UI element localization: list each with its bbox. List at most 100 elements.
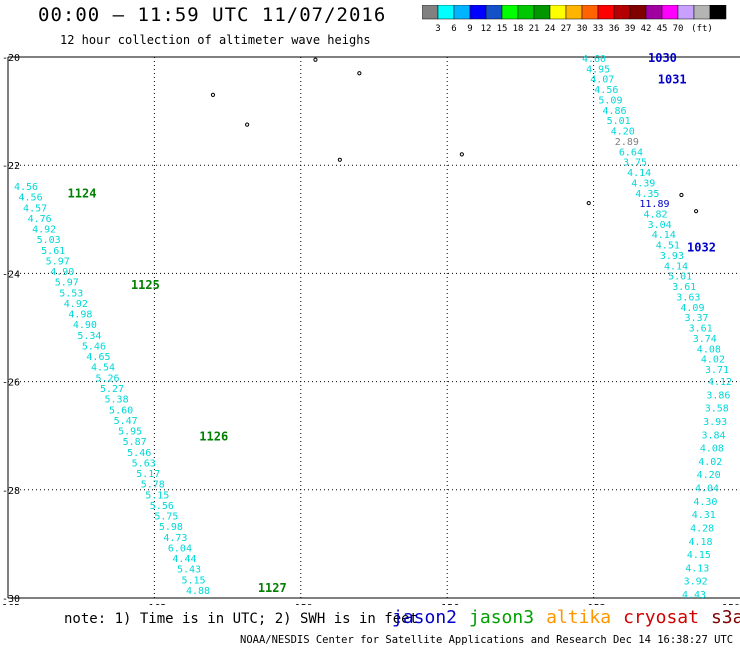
island-shape [586, 200, 591, 206]
swh-value-label: 11.89 [639, 199, 669, 210]
swh-value-label: 5.97 [55, 278, 79, 289]
swh-value-label: 3.74 [693, 334, 717, 345]
swh-value-label: 4.86 [603, 106, 627, 117]
legend-item-jason2: jason2 [392, 607, 458, 628]
swh-value-label: 4.56 [19, 193, 43, 204]
latitude-tick-label: -22 [2, 161, 20, 172]
swh-value-label: 5.97 [46, 256, 70, 267]
swh-value-label: 4.07 [590, 75, 614, 86]
swh-value-label: 5.26 [95, 373, 119, 384]
swh-value-label: 5.60 [109, 405, 133, 416]
island-shape [679, 192, 684, 198]
swh-value-label: 5.87 [123, 437, 147, 448]
color-scale-label: 33 [593, 24, 604, 34]
color-scale-label: 42 [641, 24, 652, 34]
pass-id-label: 1124 [68, 186, 97, 200]
swh-value-label: 5.01 [607, 116, 631, 127]
color-scale-label: 15 [497, 24, 508, 34]
swh-value-label: 3.86 [706, 390, 730, 401]
swh-value-label: 2.89 [615, 137, 639, 148]
swh-value-label: 3.93 [703, 417, 727, 428]
swh-value-label: 5.61 [41, 246, 65, 257]
altimeter-map: -165 -162 -159 -156 -153 -150 -20 -22 -24 -26 -28 -… [0, 51, 740, 605]
swh-value-label: 4.39 [631, 178, 655, 189]
color-scale-label: 18 [513, 24, 524, 34]
color-scale-label: 9 [467, 24, 472, 34]
swh-value-label: 4.43 [682, 590, 706, 601]
swh-value-label: 5.17 [136, 469, 160, 480]
swh-value-label: 5.56 [150, 501, 174, 512]
swh-value-label: 4.98 [68, 310, 92, 321]
pass-id-label: 1031 [658, 73, 687, 87]
swh-value-label: 4.09 [680, 303, 704, 314]
swh-value-label: 5.09 [598, 95, 622, 106]
swh-value-label: 5.47 [114, 416, 138, 427]
swh-value-label: 5.53 [59, 288, 83, 299]
swh-value-label: 3.71 [705, 365, 729, 376]
legend-item-s3a: s3a [710, 607, 740, 628]
color-scale-label: 27 [561, 24, 572, 34]
swh-value-label: 3.92 [684, 577, 708, 588]
swh-value-label: 3.61 [689, 324, 713, 335]
swh-value-label: 4.30 [693, 497, 717, 508]
longitude-tick-label: -153 [582, 603, 606, 605]
swh-value-label: 5.63 [132, 458, 156, 469]
swh-value-label: 4.54 [91, 363, 115, 374]
longitude-tick-label: -165 [0, 603, 20, 605]
swh-value-label: 4.82 [644, 210, 668, 221]
longitude-tick-label: -150 [716, 603, 740, 605]
swh-value-label: 4.76 [28, 214, 52, 225]
swh-value-label: 4.56 [14, 182, 38, 193]
swh-value-label: 5.15 [181, 575, 205, 586]
credit-line: NOAA/NESDIS Center for Satellite Applica… [240, 634, 740, 646]
color-scale-label: 45 [657, 24, 668, 34]
color-scale-label: (ft) [691, 24, 713, 34]
swh-value-label: 4.12 [708, 377, 732, 388]
swh-value-label: 4.20 [697, 470, 721, 481]
latitude-tick-label: -24 [2, 269, 20, 280]
latitude-tick-label: -20 [2, 53, 20, 64]
swh-value-label: 6.04 [168, 543, 192, 554]
swh-value-label: 4.65 [86, 352, 110, 363]
mission-legend: jason2 jason3 altika cryosat s3a [392, 607, 740, 628]
island-shape [459, 152, 464, 157]
color-scale-label: 21 [529, 24, 540, 34]
swh-value-label: 4.35 [635, 189, 659, 200]
latitude-tick-label: -28 [2, 486, 20, 497]
color-scale-label: 6 [451, 24, 456, 34]
longitude-tick-label: -159 [289, 603, 313, 605]
longitude-tick-label: -162 [142, 603, 166, 605]
page-title: 00:00 – 11:59 UTC 11/07/2016 [38, 4, 387, 26]
swh-value-label: 4.14 [652, 230, 676, 241]
swh-value-label: 4.02 [701, 355, 725, 366]
swh-value-label: 4.08 [697, 344, 721, 355]
color-scale-bar: 3 6 9 12 15 18 21 24 27 30 33 36 39 42 45 70 (ft) [422, 5, 727, 34]
legend-item-jason3: jason3 [469, 607, 535, 628]
color-scale-label: 70 [673, 24, 684, 34]
swh-value-label: 5.38 [105, 395, 129, 406]
longitude-tick-label: -156 [435, 603, 459, 605]
swh-value-label: 4.14 [627, 168, 651, 179]
swh-value-label: 3.93 [660, 251, 684, 262]
swh-value-label: 5.01 [668, 272, 692, 283]
swh-value-label: 4.92 [32, 225, 56, 236]
swh-value-label: 4.31 [692, 510, 716, 521]
island-shape [357, 71, 362, 76]
latitude-tick-label: -30 [2, 594, 20, 605]
pass-id-label: 1126 [199, 430, 228, 444]
island-shape [245, 122, 250, 127]
color-scale-label: 24 [545, 24, 556, 34]
color-scale-label: 12 [481, 24, 492, 34]
swh-value-label: 4.73 [163, 533, 187, 544]
swh-value-label: 5.34 [77, 331, 101, 342]
swh-value-label: 4.04 [695, 484, 719, 495]
swh-value-label: 5.75 [154, 512, 178, 523]
swh-value-label: 4.44 [172, 554, 196, 565]
swh-value-label: 4.57 [23, 203, 47, 214]
island-shape [313, 57, 318, 62]
swh-value-label: 4.20 [611, 127, 635, 138]
swh-value-label: 4.56 [594, 85, 618, 96]
swh-value-label: 4.90 [73, 320, 97, 331]
pass-id-label: 1030 [648, 51, 677, 65]
color-scale-label: 3 [435, 24, 440, 34]
